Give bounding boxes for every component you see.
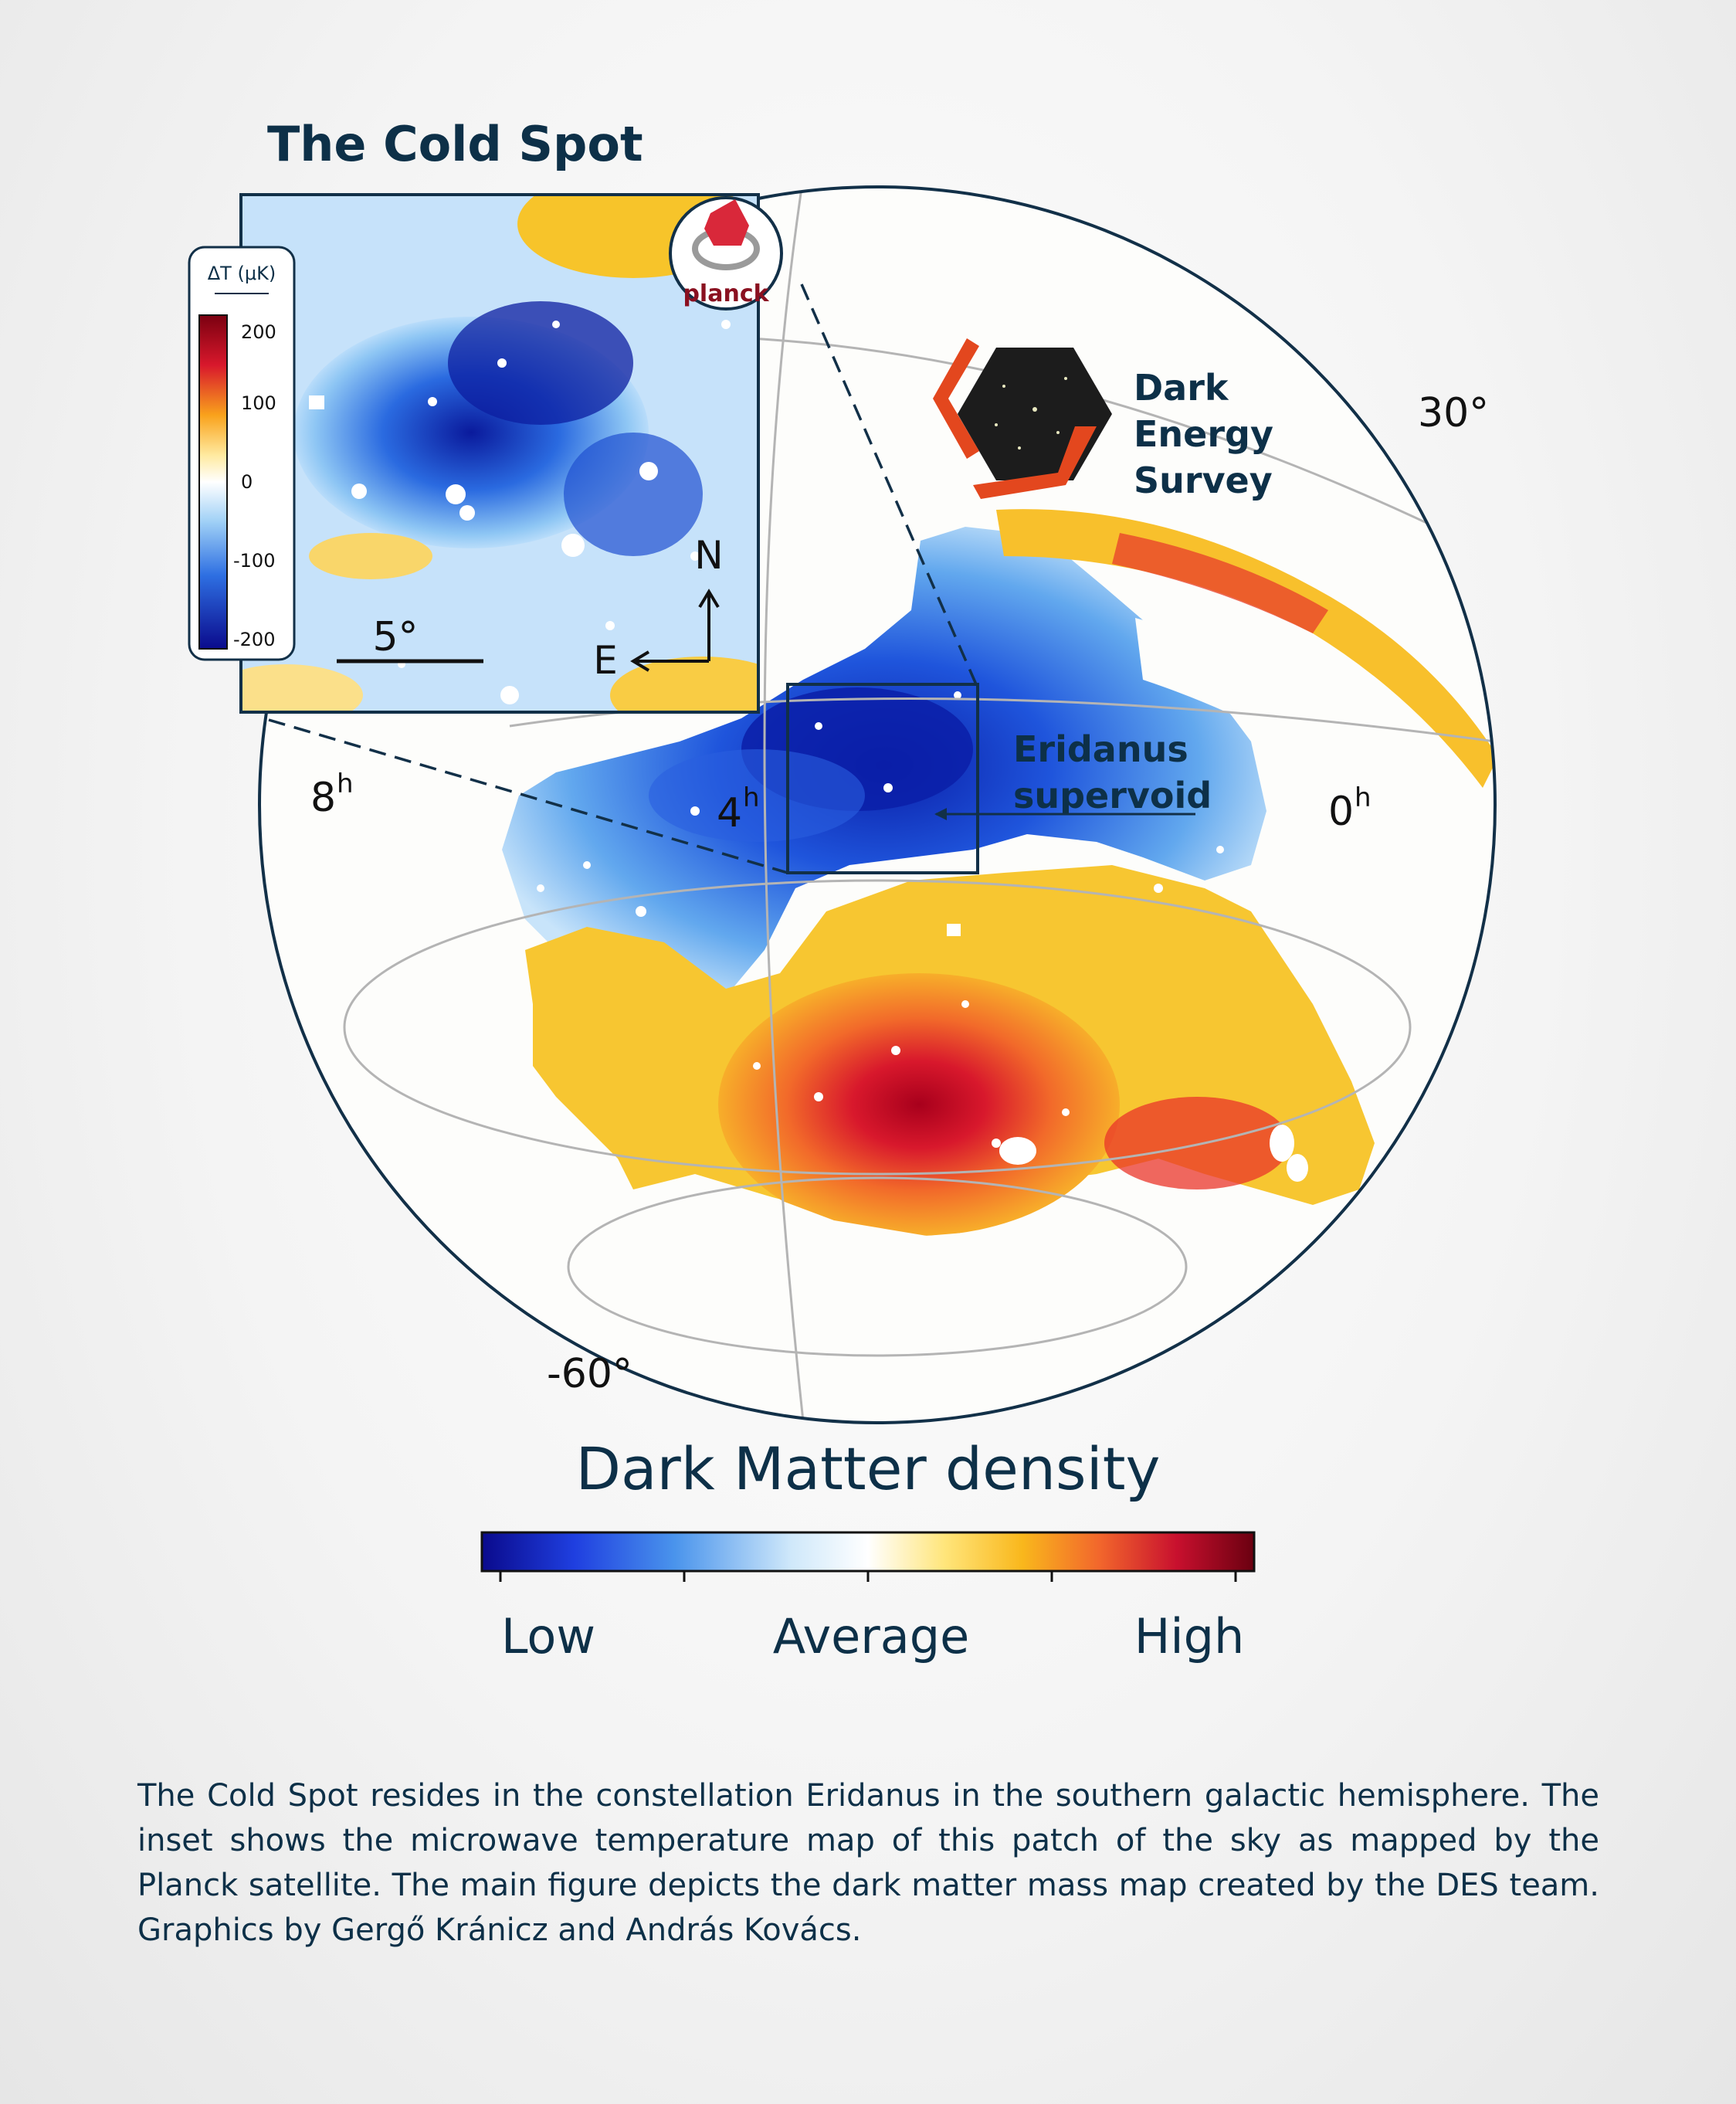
des-bracket-left-icon [933, 338, 979, 459]
east-arrow-icon [630, 650, 650, 672]
hot-arc [996, 509, 1495, 788]
svg-text:h: h [1355, 782, 1372, 813]
colorbar-tick-200: 200 [241, 321, 276, 343]
warm-patch [309, 533, 432, 579]
colorbar-high-label: High [1134, 1608, 1245, 1665]
north-arrow-icon [698, 589, 720, 609]
colorbar-low-label: Low [501, 1608, 595, 1665]
dec-minus60-label: -60° [547, 1351, 632, 1397]
planck-logo: planck [669, 196, 783, 311]
colorbar-gradient-bar [480, 1531, 1256, 1573]
globe-outline [258, 185, 1497, 1424]
planck-mirror-icon [704, 199, 749, 246]
planck-logo-text: planck [683, 280, 769, 307]
supervoid-label-line2: supervoid [1013, 775, 1212, 816]
colorbar-title: Dark Matter density [575, 1434, 1160, 1503]
des-logo-text-survey: Survey [1134, 460, 1273, 501]
inset-point-masks [309, 320, 731, 704]
scale-bar: 5° [337, 614, 483, 663]
compass-north-label: N [694, 533, 723, 578]
colorbar-tick-100: 100 [241, 392, 276, 414]
dark-matter-map [502, 509, 1495, 1423]
dec-30-label: 30° [1418, 390, 1489, 436]
arc-gap [1135, 618, 1362, 758]
planck-logo-circle [669, 196, 783, 311]
temperature-colorbar: ΔT (μK) 200 100 0 -100 -200 [188, 246, 296, 661]
compass: N E [593, 533, 724, 683]
colorbar-gradient [198, 314, 228, 650]
colorbar-tick-minus200: -200 [233, 629, 275, 650]
svg-text:0: 0 [1328, 789, 1354, 835]
des-logo: Dark Energy Survey [933, 338, 1273, 501]
page-title: The Cold Spot [267, 116, 643, 172]
des-logo-text-dark: Dark [1134, 367, 1229, 409]
planck-inset: 5° N E ΔT (μK) 200 100 0 -100 -200 [188, 116, 783, 714]
svg-text:4: 4 [717, 790, 742, 837]
colorbar-unit-label: ΔT (μK) [208, 263, 276, 284]
hot-lobe [1104, 1097, 1290, 1189]
colorbar-average-label: Average [773, 1608, 970, 1665]
supervoid-annotation: Eridanus supervoid [934, 728, 1212, 820]
hot-core [718, 973, 1120, 1236]
svg-text:h: h [743, 782, 760, 813]
colorbar-tick-minus100: -100 [233, 550, 275, 572]
des-star-field-icon [995, 377, 1067, 450]
compass-east-label: E [593, 638, 618, 683]
colorbar-tick-0: 0 [241, 471, 253, 493]
cold-spot-figure: 30° -60° 8 h 4 h 0 h Eridanus supervoid [188, 116, 1497, 1665]
colorbar-ticks [499, 1571, 1237, 1582]
des-logo-text-energy: Energy [1134, 413, 1273, 455]
dark-matter-colorbar: Dark Matter density Low Average High [480, 1434, 1256, 1665]
cold-spot-box [786, 683, 979, 874]
ra-4h-label: 4 h [717, 782, 760, 837]
ra-0h-label: 0 h [1328, 782, 1372, 835]
scale-bar-label: 5° [372, 614, 418, 660]
svg-text:h: h [337, 769, 354, 799]
inset-connectors [268, 283, 978, 874]
cold-lobe [649, 749, 865, 842]
point-masks [537, 691, 1308, 1182]
supervoid-label-line1: Eridanus [1013, 728, 1188, 770]
hot-arc-core [1112, 533, 1328, 633]
des-bracket-right-icon [973, 426, 1097, 499]
svg-text:8: 8 [310, 775, 336, 821]
supervoid-arrowhead [934, 808, 947, 820]
ra-8h-label: 8 h [310, 769, 354, 821]
figure-caption: The Cold Spot resides in the constellati… [137, 1778, 1599, 1948]
